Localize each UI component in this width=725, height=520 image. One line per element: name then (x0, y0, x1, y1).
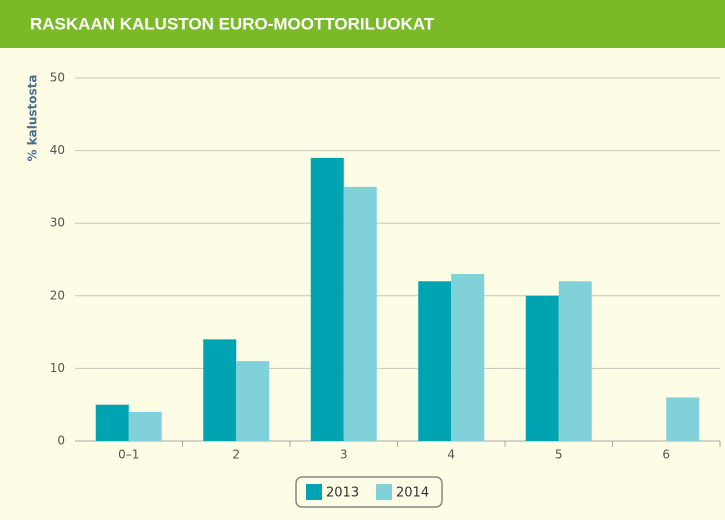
x-tick-label: 6 (662, 448, 670, 462)
bar (310, 157, 344, 442)
bar (666, 397, 700, 441)
bar (343, 186, 377, 441)
bar (418, 281, 452, 441)
legend: 2013 2014 (295, 476, 443, 508)
header-bar (0, 0, 725, 48)
legend-box (295, 476, 443, 508)
y-tick-label: 50 (50, 71, 65, 85)
bar (451, 274, 485, 441)
y-tick-label: 30 (50, 216, 65, 230)
x-tick-label: 5 (555, 448, 563, 462)
y-tick-label: 40 (50, 143, 65, 157)
x-tick-label: 2 (232, 448, 240, 462)
y-tick-label: 0 (57, 434, 65, 448)
bar (203, 339, 237, 441)
y-tick-label: 20 (50, 288, 65, 302)
x-tick-label: 4 (447, 448, 455, 462)
x-tick-label: 3 (340, 448, 348, 462)
legend-swatch (376, 484, 392, 500)
y-axis-label: % kalustosta (26, 74, 40, 161)
legend-swatch (306, 484, 322, 500)
chart-title: RASKAAN KALUSTON EURO-MOOTTORILUOKAT (30, 14, 435, 33)
legend-label: 2014 (396, 486, 429, 501)
bar (525, 295, 559, 441)
legend-label: 2013 (326, 486, 359, 501)
y-tick-label: 10 (50, 361, 65, 375)
bar (128, 411, 162, 441)
bar (236, 361, 270, 441)
bar (95, 404, 129, 441)
x-tick-label: 0–1 (118, 448, 139, 462)
bar (558, 281, 592, 441)
